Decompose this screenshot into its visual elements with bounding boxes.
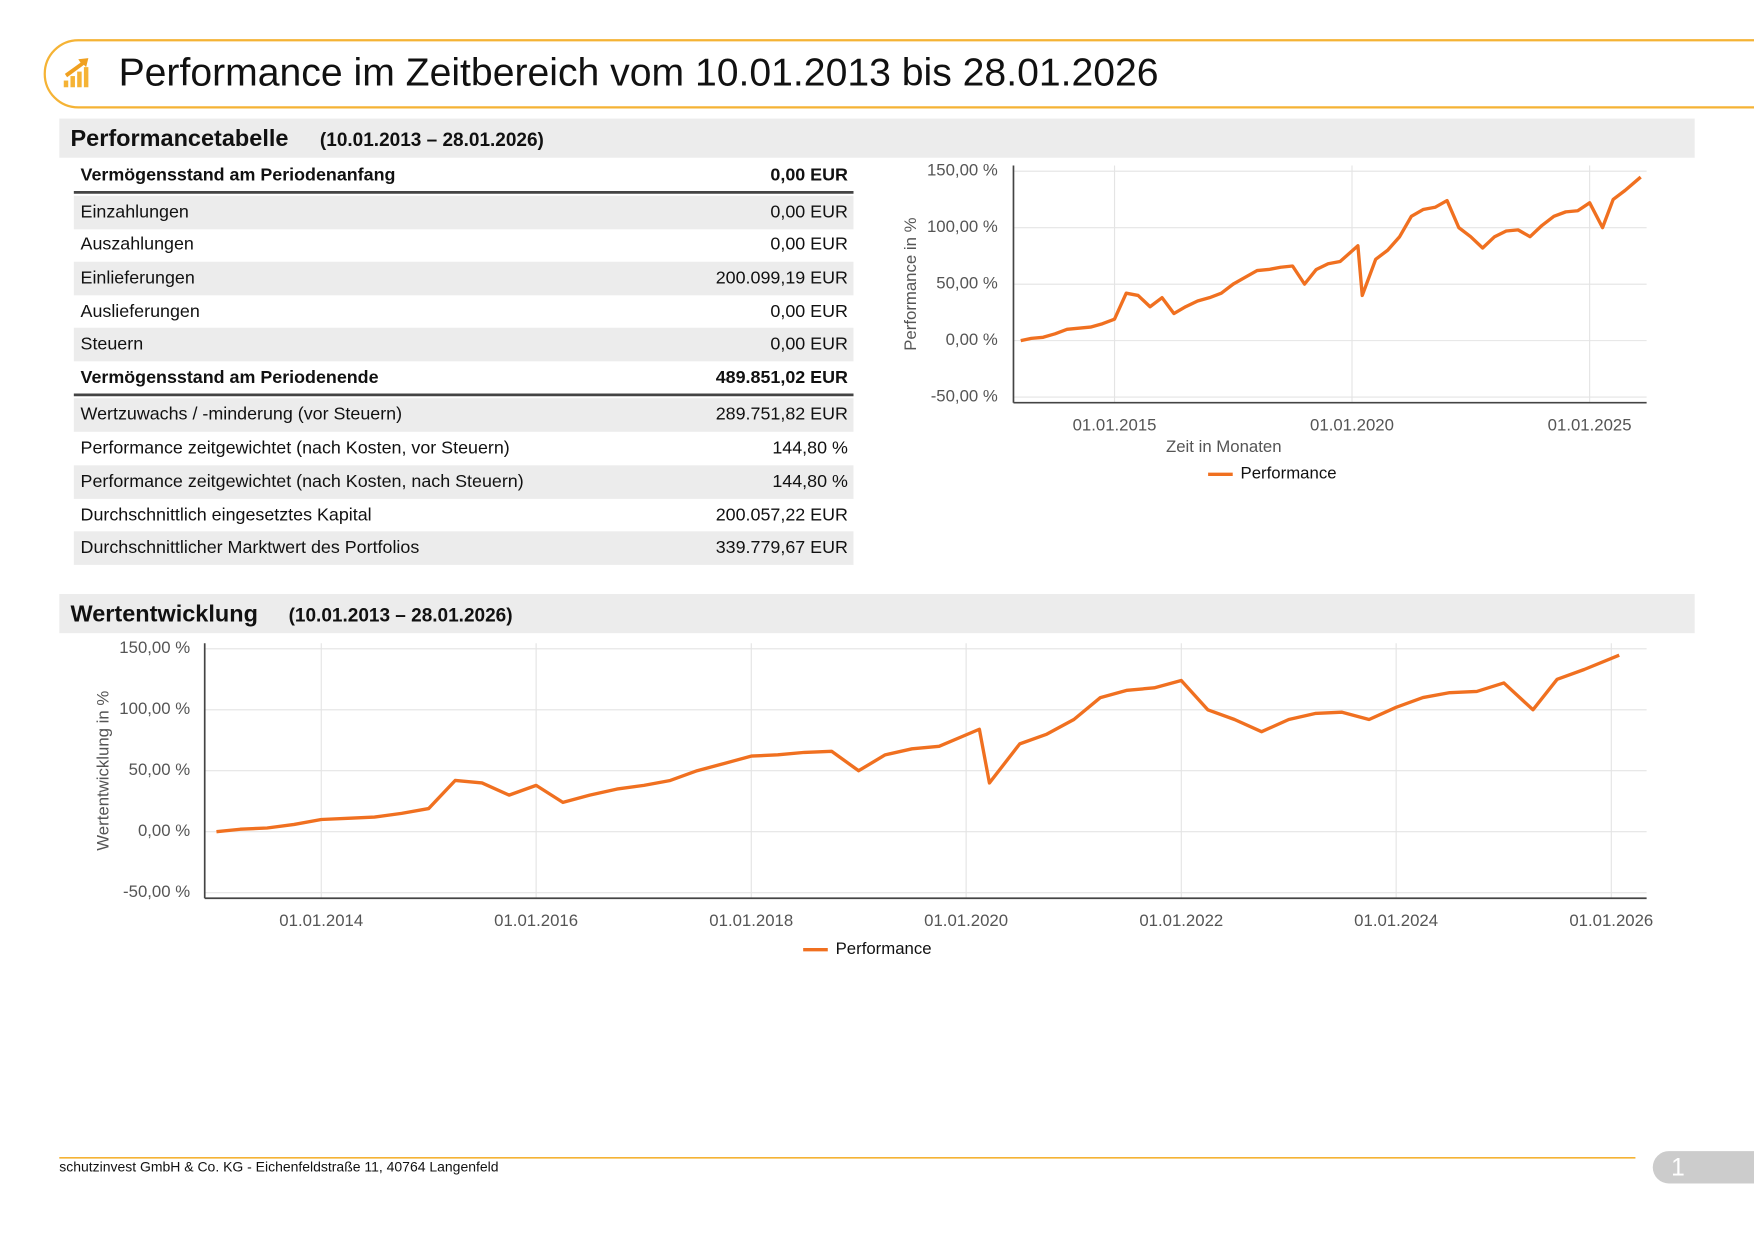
page-title: Performance im Zeitbereich vom 10.01.201… (119, 51, 1159, 94)
row-bg (73, 465, 854, 499)
section-period: (10.01.2013 – 28.01.2026) (320, 130, 544, 151)
row-bg (73, 531, 854, 565)
row-value: 0,00 EUR (770, 301, 848, 321)
x-tick-label: 01.01.2016 (494, 911, 578, 930)
header-icon (63, 58, 89, 88)
header-frame (43, 39, 1754, 109)
row-label: Durchschnittlicher Marktwert des Portfol… (81, 537, 420, 557)
x-tick-label: 01.01.2026 (1569, 911, 1653, 930)
series-line (1020, 175, 1642, 343)
y-tick-label: 150,00 % (927, 161, 998, 180)
x-tick-label: 01.01.2014 (279, 911, 363, 930)
row-value: 0,00 EUR (770, 164, 848, 184)
row-bg (73, 261, 854, 296)
x-tick-label: 01.01.2020 (1310, 416, 1394, 435)
page-badge (1652, 1151, 1754, 1184)
y-tick-label: 0,00 % (946, 330, 998, 349)
x-tick-label: 01.01.2020 (924, 911, 1008, 930)
row-value: 200.057,22 EUR (716, 504, 848, 524)
y-tick-label: -50,00 % (123, 882, 190, 901)
row-label: Durchschnittlich eingesetztes Kapital (81, 504, 372, 524)
row-value: 289.751,82 EUR (716, 404, 848, 424)
section-title: Performancetabelle (70, 125, 288, 151)
section-title: Wertentwicklung (70, 600, 257, 626)
row-value: 0,00 EUR (770, 234, 848, 254)
row-value: 0,00 EUR (770, 201, 848, 221)
y-axis-title: Wertentwicklung in % (93, 691, 112, 851)
row-label: Einzahlungen (81, 201, 189, 221)
row-value: 339.779,67 EUR (716, 537, 848, 557)
y-tick-label: 150,00 % (119, 638, 190, 657)
row-label: Vermögensstand am Periodenende (81, 367, 379, 387)
line-chart: -50,00 % 0,00 % 50,00 % 100,00 % 150,00 % 01.… (901, 161, 1647, 483)
x-tick-label: 01.01.2024 (1354, 911, 1438, 930)
row-label: Auszahlungen (81, 234, 194, 254)
series-line (216, 653, 1620, 834)
row-label: Auslieferungen (81, 301, 200, 321)
row-value: 144,80 % (772, 471, 848, 491)
row-value: 200.099,19 EUR (716, 267, 848, 287)
row-bg (73, 398, 854, 432)
y-tick-label: -50,00 % (931, 387, 998, 406)
x-tick-label: 01.01.2022 (1139, 911, 1223, 930)
y-tick-label: 0,00 % (138, 821, 190, 840)
performance-table: Vermögensstand am Periodenanfang 0,00 EUR… (73, 164, 854, 565)
row-value: 144,80 % (772, 437, 848, 457)
row-label: Performance zeitgewichtet (nach Kosten, … (81, 471, 524, 491)
row-label: Vermögensstand am Periodenanfang (81, 164, 396, 184)
row-value: 489.851,02 EUR (716, 367, 848, 387)
footer-address: schutzinvest GmbH & Co. KG - Eichenfelds… (59, 1159, 498, 1175)
x-tick-label: 01.01.2018 (709, 911, 793, 930)
row-label: Steuern (81, 333, 144, 353)
section-bar (59, 593, 1695, 634)
y-tick-label: 100,00 % (927, 217, 998, 236)
row-bg (73, 195, 854, 230)
y-tick-label: 50,00 % (936, 274, 998, 293)
line-chart: -50,00 % 0,00 % 50,00 % 100,00 % 150,00 % 01.… (93, 638, 1653, 958)
page-number: 1 (1671, 1154, 1685, 1181)
x-axis-title: Zeit in Monaten (1166, 437, 1282, 456)
y-axis-title: Performance in % (901, 217, 920, 350)
row-bg (73, 327, 854, 362)
x-tick-label: 01.01.2015 (1073, 416, 1157, 435)
section-period: (10.01.2013 – 28.01.2026) (289, 605, 513, 626)
section-bar (59, 118, 1695, 158)
y-tick-label: 50,00 % (129, 760, 191, 779)
y-tick-label: 100,00 % (119, 699, 190, 718)
row-label: Wertzuwachs / -minderung (vor Steuern) (81, 404, 403, 424)
x-tick-label: 01.01.2025 (1548, 416, 1632, 435)
row-label: Einlieferungen (81, 267, 195, 287)
row-label: Performance zeitgewichtet (nach Kosten, … (81, 437, 510, 457)
legend-label: Performance (836, 939, 932, 958)
row-value: 0,00 EUR (770, 333, 848, 353)
legend-label: Performance (1241, 464, 1337, 483)
